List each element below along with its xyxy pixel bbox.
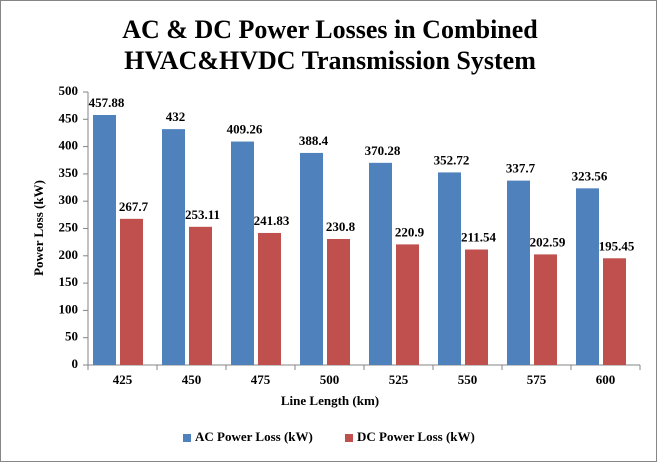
- bar: [465, 249, 488, 365]
- y-tick-label: 300: [59, 192, 79, 207]
- data-label: 253.11: [185, 207, 220, 222]
- x-axis-title: Line Length (km): [281, 393, 379, 408]
- data-label: 202.59: [530, 234, 566, 249]
- y-tick-label: 500: [59, 83, 79, 98]
- chart-title: AC & DC Power Losses in Combined: [122, 15, 538, 44]
- bar: [231, 141, 254, 365]
- data-label: 195.45: [599, 238, 635, 253]
- data-label: 241.83: [254, 213, 290, 228]
- data-label: 211.54: [461, 229, 497, 244]
- bar: [162, 129, 185, 365]
- data-label: 370.28: [365, 143, 401, 158]
- bar: [507, 180, 530, 365]
- y-tick-label: 150: [59, 274, 79, 289]
- data-label: 352.72: [434, 152, 470, 167]
- y-tick-label: 400: [59, 138, 79, 153]
- data-label: 323.56: [572, 168, 608, 183]
- data-label: 388.4: [299, 133, 329, 148]
- bar: [438, 172, 461, 365]
- bar: [327, 238, 350, 365]
- data-label: 457.88: [89, 95, 125, 110]
- bar: [603, 258, 626, 365]
- y-tick-label: 250: [59, 219, 79, 234]
- legend-label: DC Power Loss (kW): [357, 429, 475, 444]
- x-tick-label: 500: [320, 372, 340, 387]
- x-tick-label: 450: [182, 372, 202, 387]
- x-tick-label: 600: [596, 372, 616, 387]
- y-tick-label: 50: [65, 329, 78, 344]
- legend-swatch: [183, 434, 191, 442]
- data-label: 230.8: [326, 219, 356, 234]
- y-tick-label: 200: [59, 247, 79, 262]
- bar: [300, 152, 323, 365]
- y-tick-label: 350: [59, 165, 79, 180]
- y-tick-label: 100: [59, 301, 79, 316]
- x-tick-label: 425: [113, 372, 133, 387]
- legend-swatch: [345, 434, 353, 442]
- x-tick-label: 475: [251, 372, 271, 387]
- bar: [534, 254, 557, 365]
- x-tick-label: 550: [458, 372, 478, 387]
- chart-title: HVAC&HVDC Transmission System: [124, 46, 536, 75]
- bar: [576, 188, 599, 365]
- bar: [258, 232, 281, 365]
- bar: [120, 218, 143, 365]
- data-label: 337.7: [506, 161, 536, 176]
- bar: [396, 244, 419, 365]
- data-label: 432: [166, 109, 186, 124]
- bar: [369, 162, 392, 365]
- y-tick-label: 450: [59, 110, 79, 125]
- x-tick-label: 575: [527, 372, 547, 387]
- data-label: 220.9: [395, 224, 425, 239]
- y-axis-title: Power Loss (kW): [31, 180, 46, 276]
- x-tick-label: 525: [389, 372, 409, 387]
- data-label: 267.7: [119, 199, 149, 214]
- data-label: 409.26: [227, 122, 263, 137]
- bar: [93, 114, 116, 365]
- legend-label: AC Power Loss (kW): [195, 429, 313, 444]
- bar: [189, 226, 212, 365]
- y-tick-label: 0: [72, 356, 79, 371]
